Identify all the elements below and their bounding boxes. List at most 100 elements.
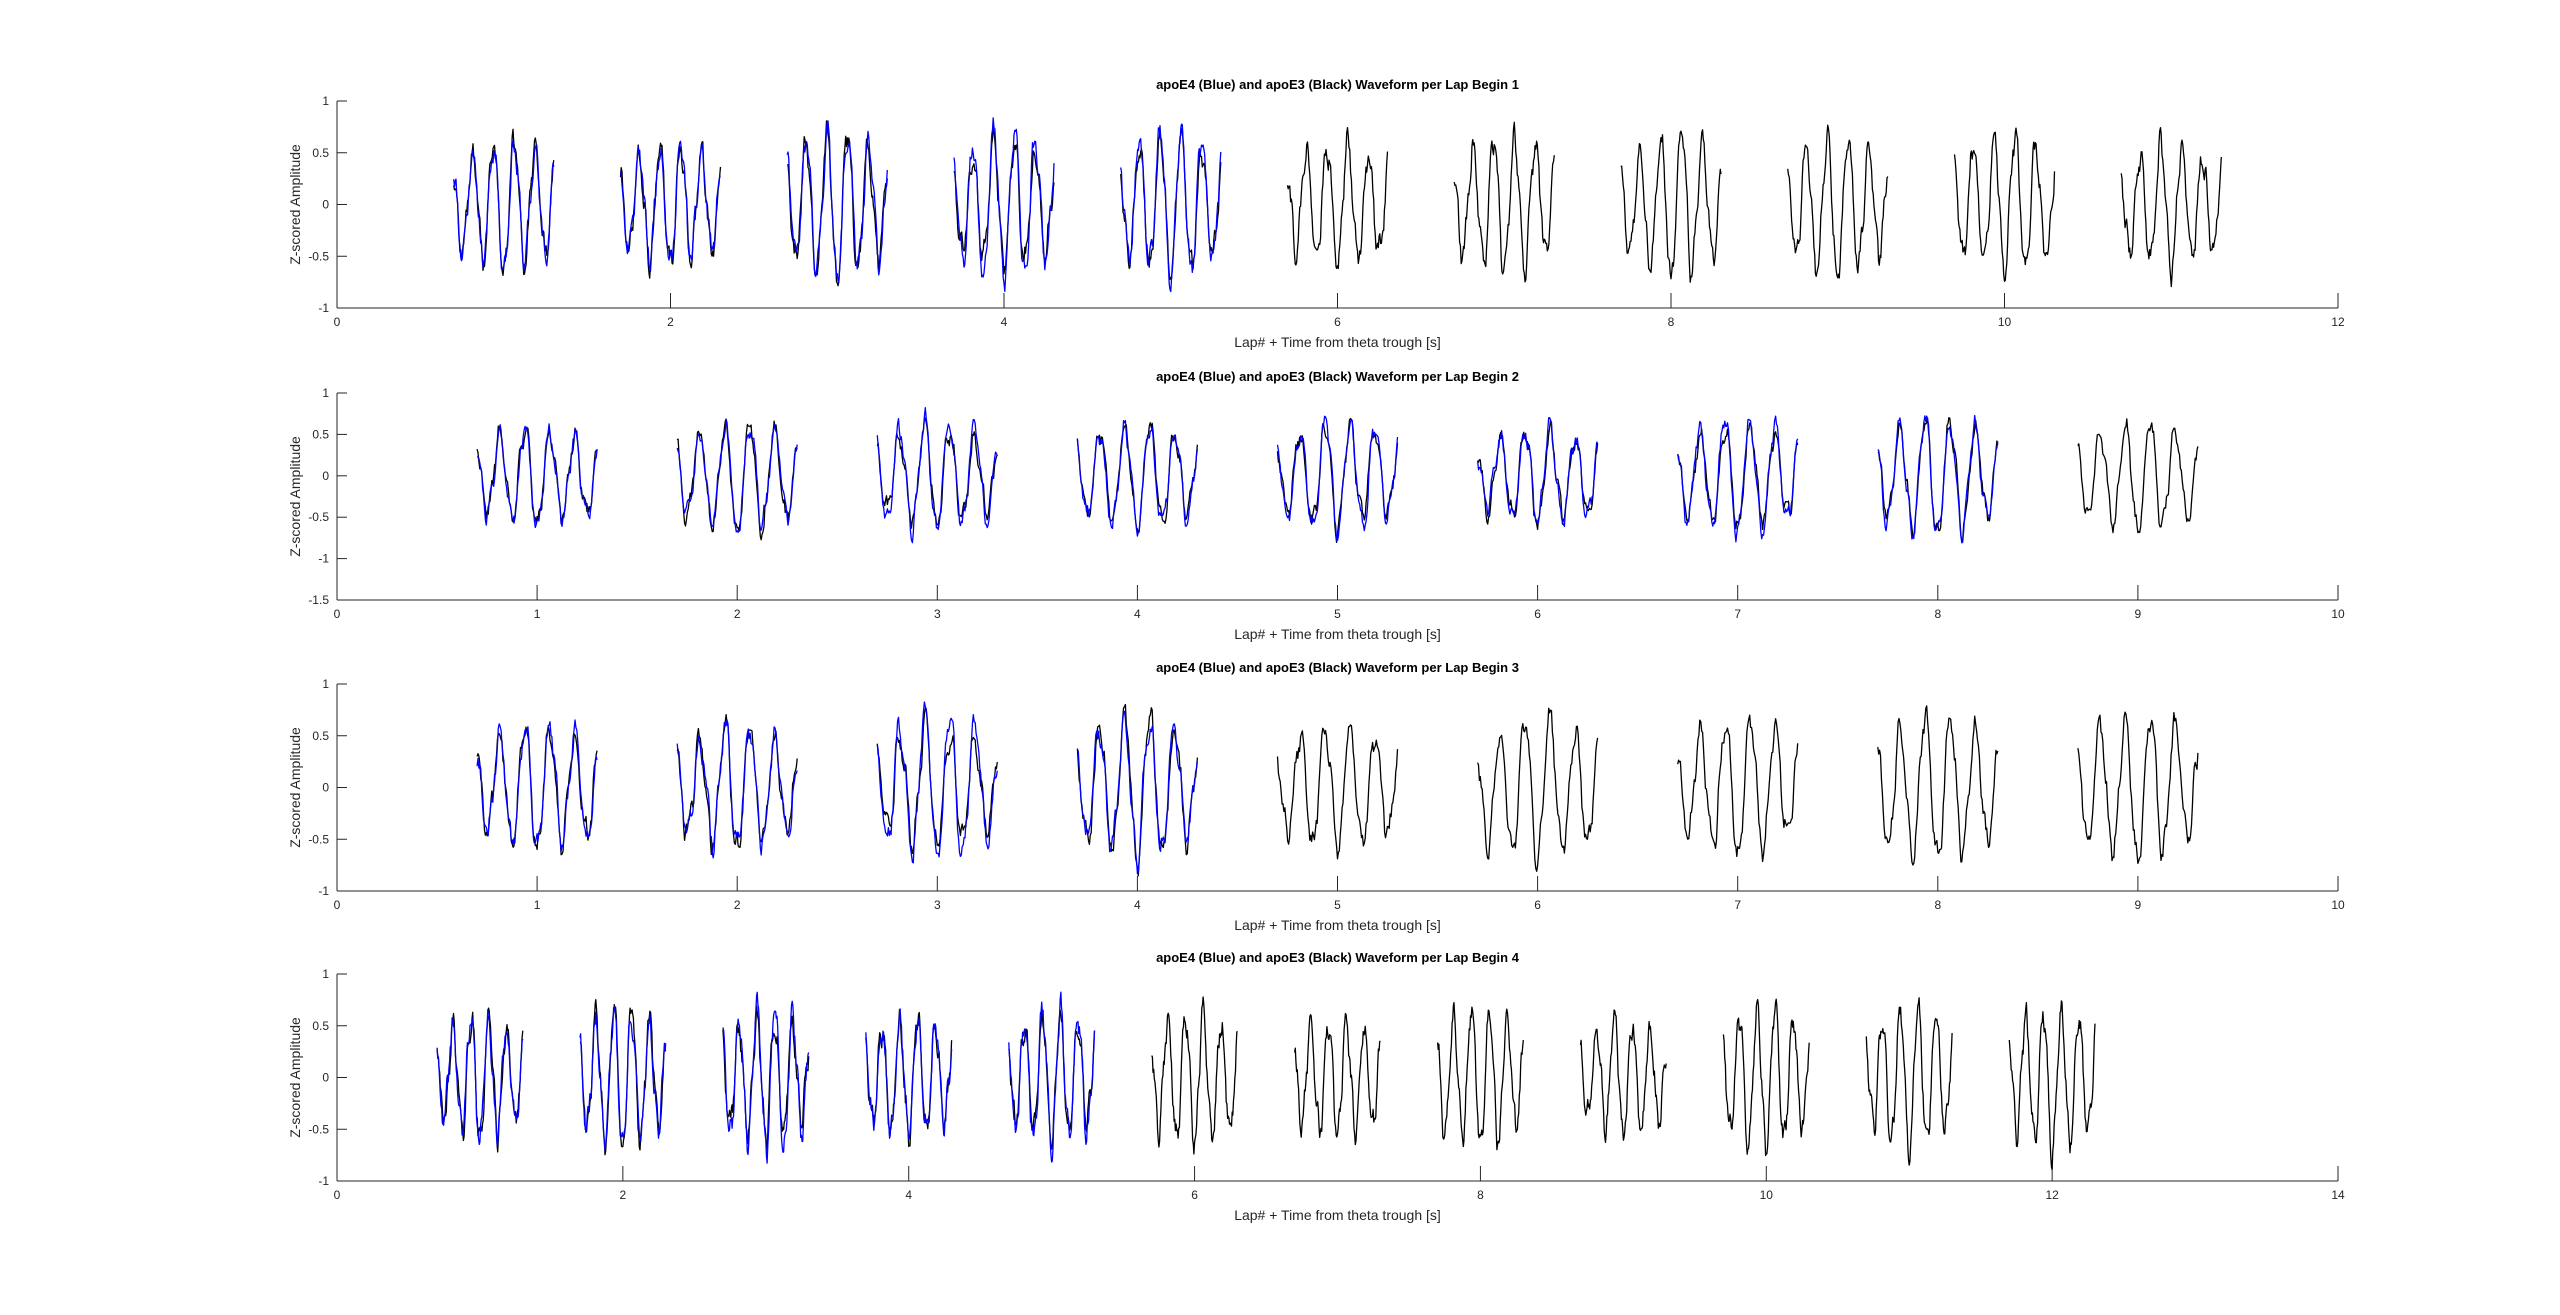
chart-4-x-label: Lap# + Time from theta trough [s] [1234,1207,1441,1223]
chart-3-y-tick-label: -0.5 [308,832,329,846]
chart-2-apoe3-waveform-lap-8 [1877,417,1999,541]
chart-4-y-tick-label: 1 [322,967,329,981]
chart-1-title: apoE4 (Blue) and apoE3 (Black) Waveform … [1156,77,1519,92]
chart-2-apoe4-waveform-lap-2 [676,418,798,533]
chart-1-apoe4-waveform-lap-1 [453,140,555,272]
chart-1-apoe4-waveform-lap-2 [619,140,721,273]
chart-2-x-tick-label: 5 [1334,607,1341,621]
chart-3-x-tick-label: 0 [334,898,341,912]
chart-4-x-tick-label: 14 [2331,1188,2345,1202]
chart-2-x-tick-label: 0 [334,607,341,621]
chart-4-apoe3-waveform-lap-8 [1436,1001,1524,1151]
chart-4-apoe4-waveform-lap-1 [436,1009,524,1146]
chart-2-y-tick-label: 1 [322,386,329,400]
chart-1-apoe4-waveform-lap-3 [786,120,888,284]
chart-1-y-tick-label: 0 [322,198,329,212]
chart-3-x-tick-label: 7 [1734,898,1741,912]
chart-2-apoe4-waveform-lap-4 [1076,419,1199,537]
chart-1-apoe3-waveform-lap-8 [1620,129,1722,283]
chart-2-apoe4-waveform-lap-7 [1677,415,1799,543]
chart-4-apoe3-waveform-lap-9 [1579,1009,1667,1144]
chart-1-y-tick-label: 1 [322,94,329,108]
chart-3-y-label: Z-scored Amplitude [287,727,303,848]
chart-1-y-tick-label: -0.5 [308,249,329,263]
chart-2-apoe3-waveform-lap-9 [2077,418,2199,534]
chart-3-x-tick-label: 6 [1534,898,1541,912]
chart-4-x-tick-label: 6 [1191,1188,1198,1202]
chart-1-apoe3-waveform-lap-10 [1953,127,2056,282]
chart-3-apoe3-waveform-lap-7 [1677,714,1799,863]
chart-2-y-label: Z-scored Amplitude [287,436,303,557]
chart-1-x-label: Lap# + Time from theta trough [s] [1234,334,1441,350]
chart-4-y-tick-label: 0.5 [312,1019,329,1033]
chart-2-apoe4-waveform-lap-3 [876,407,998,544]
chart-1-x-tick-label: 6 [1334,315,1341,329]
chart-2-apoe3-waveform-lap-7 [1677,422,1799,531]
chart-2-title: apoE4 (Blue) and apoE3 (Black) Waveform … [1156,369,1519,384]
chart-1-x-tick-label: 8 [1668,315,1675,329]
chart-1-y-tick-label: -1 [318,301,329,315]
chart-3-y-tick-label: -1 [318,884,329,898]
chart-3-x-tick-label: 1 [534,898,541,912]
chart-3-x-tick-label: 3 [934,898,941,912]
chart-2-y-tick-label: 0.5 [312,427,329,441]
chart-2-x-tick-label: 6 [1534,607,1541,621]
chart-3-x-tick-label: 4 [1134,898,1141,912]
chart-2-y-tick-label: 0 [322,469,329,483]
chart-3-y-tick-label: 0 [322,781,329,795]
chart-3-x-tick-label: 8 [1934,898,1941,912]
chart-3-title: apoE4 (Blue) and apoE3 (Black) Waveform … [1156,660,1519,675]
chart-1-apoe4-waveform-lap-5 [1120,123,1222,293]
chart-4-y-tick-label: -0.5 [308,1122,329,1136]
chart-2-x-label: Lap# + Time from theta trough [s] [1234,626,1441,642]
chart-4-y-tick-label: 0 [322,1071,329,1085]
chart-4-x-tick-label: 4 [905,1188,912,1202]
chart-2-x-tick-label: 1 [534,607,541,621]
chart-1-apoe3-waveform-lap-2 [619,141,722,279]
chart-4-y-label: Z-scored Amplitude [287,1017,303,1138]
chart-2-apoe4-waveform-lap-8 [1877,414,1999,544]
chart-2-y-tick-label: -1 [318,552,329,566]
chart-2-apoe4-waveform-lap-5 [1276,415,1399,542]
chart-4-apoe3-waveform-lap-12 [2008,1000,2096,1171]
chart-4-apoe3-waveform-lap-2 [579,999,667,1156]
chart-4-apoe4-waveform-lap-4 [865,1008,953,1141]
chart-2-apoe3-waveform-lap-3 [876,417,998,529]
chart-3-x-tick-label: 10 [2331,898,2345,912]
chart-2-y-tick-label: -1.5 [308,593,329,607]
chart-1-x-tick-label: 4 [1001,315,1008,329]
chart-4-x-tick-label: 10 [1760,1188,1774,1202]
chart-4-y-tick-label: -1 [318,1174,329,1188]
chart-4-apoe3-waveform-lap-10 [1722,998,1810,1157]
chart-4-apoe3-waveform-lap-7 [1293,1012,1381,1146]
chart-1-y-tick-label: 0.5 [312,146,329,160]
chart-3-apoe4-waveform-lap-1 [476,719,598,853]
chart-3-x-tick-label: 5 [1334,898,1341,912]
chart-3-apoe3-waveform-lap-8 [1877,705,1999,866]
chart-1-x-tick-label: 10 [1998,315,2012,329]
chart-4-apoe3-waveform-lap-11 [1865,997,1953,1166]
chart-3-apoe3-waveform-lap-4 [1076,703,1199,877]
chart-1-y-label: Z-scored Amplitude [287,144,303,265]
chart-3-x-tick-label: 2 [734,898,741,912]
chart-1-x-tick-label: 12 [2331,315,2345,329]
chart-2-apoe4-waveform-lap-6 [1476,416,1598,528]
chart-2-y-tick-label: -0.5 [308,510,329,524]
chart-3-apoe3-waveform-lap-5 [1276,724,1399,860]
chart-2-x-tick-label: 2 [734,607,741,621]
chart-1-apoe4-waveform-lap-4 [953,117,1055,293]
chart-3-apoe4-waveform-lap-4 [1076,710,1199,875]
chart-1-apoe3-waveform-lap-6 [1286,126,1389,270]
chart-3-apoe3-waveform-lap-9 [2077,711,2199,865]
chart-4-apoe3-waveform-lap-6 [1151,996,1239,1155]
chart-4-apoe3-waveform-lap-5 [1008,1008,1096,1150]
chart-4-x-tick-label: 8 [1477,1188,1484,1202]
chart-3-apoe4-waveform-lap-2 [676,719,798,859]
chart-1-apoe3-waveform-lap-9 [1787,124,1889,279]
chart-4-title: apoE4 (Blue) and apoE3 (Black) Waveform … [1156,950,1520,965]
chart-4-apoe4-waveform-lap-5 [1008,991,1096,1163]
chart-1-x-tick-label: 2 [667,315,674,329]
chart-2-x-tick-label: 8 [1934,607,1941,621]
chart-2-apoe3-waveform-lap-5 [1276,417,1399,544]
